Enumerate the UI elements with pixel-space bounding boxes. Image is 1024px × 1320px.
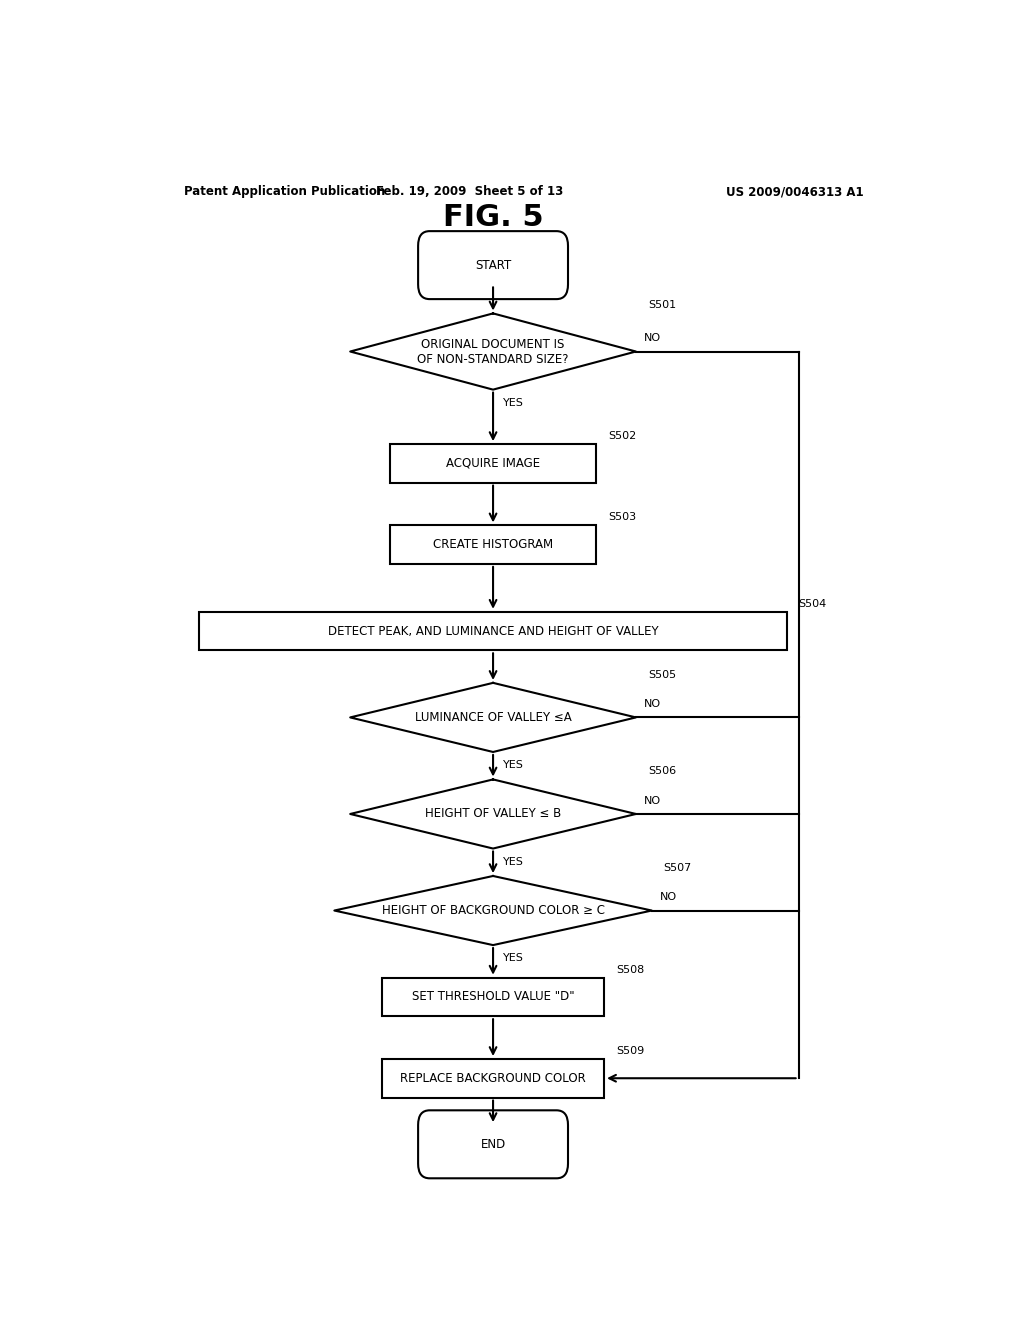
- Text: CREATE HISTOGRAM: CREATE HISTOGRAM: [433, 539, 553, 552]
- Text: END: END: [480, 1138, 506, 1151]
- Text: YES: YES: [503, 953, 523, 964]
- Text: S504: S504: [799, 599, 826, 609]
- Text: LUMINANCE OF VALLEY ≤A: LUMINANCE OF VALLEY ≤A: [415, 711, 571, 723]
- Bar: [200, 611, 786, 651]
- Text: NO: NO: [644, 700, 660, 709]
- Text: DETECT PEAK, AND LUMINANCE AND HEIGHT OF VALLEY: DETECT PEAK, AND LUMINANCE AND HEIGHT OF…: [328, 624, 658, 638]
- Text: FIG. 5: FIG. 5: [442, 203, 544, 232]
- Text: S506: S506: [648, 767, 676, 776]
- Text: S509: S509: [616, 1045, 644, 1056]
- Text: START: START: [475, 259, 511, 272]
- Text: NO: NO: [659, 892, 677, 903]
- Text: S503: S503: [608, 512, 636, 523]
- Text: SET THRESHOLD VALUE "D": SET THRESHOLD VALUE "D": [412, 990, 574, 1003]
- Text: REPLACE BACKGROUND COLOR: REPLACE BACKGROUND COLOR: [400, 1072, 586, 1085]
- Bar: [382, 1059, 604, 1097]
- Text: ORIGINAL DOCUMENT IS
OF NON-STANDARD SIZE?: ORIGINAL DOCUMENT IS OF NON-STANDARD SIZ…: [418, 338, 568, 366]
- Text: NO: NO: [644, 334, 660, 343]
- FancyBboxPatch shape: [418, 1110, 568, 1179]
- Bar: [382, 978, 604, 1016]
- Text: S502: S502: [608, 430, 636, 441]
- Text: HEIGHT OF BACKGROUND COLOR ≥ C: HEIGHT OF BACKGROUND COLOR ≥ C: [382, 904, 604, 917]
- Text: S508: S508: [616, 965, 644, 974]
- Text: US 2009/0046313 A1: US 2009/0046313 A1: [726, 185, 863, 198]
- Text: S501: S501: [648, 301, 676, 310]
- Text: S505: S505: [648, 669, 676, 680]
- Text: YES: YES: [503, 857, 523, 867]
- Text: S507: S507: [664, 863, 692, 873]
- Text: YES: YES: [503, 397, 523, 408]
- Text: Patent Application Publication: Patent Application Publication: [183, 185, 385, 198]
- Bar: [390, 525, 596, 564]
- Text: HEIGHT OF VALLEY ≤ B: HEIGHT OF VALLEY ≤ B: [425, 808, 561, 821]
- Bar: [390, 444, 596, 483]
- Text: NO: NO: [644, 796, 660, 805]
- Text: ACQUIRE IMAGE: ACQUIRE IMAGE: [446, 457, 540, 470]
- Text: Feb. 19, 2009  Sheet 5 of 13: Feb. 19, 2009 Sheet 5 of 13: [376, 185, 563, 198]
- FancyBboxPatch shape: [418, 231, 568, 300]
- Text: YES: YES: [503, 760, 523, 770]
